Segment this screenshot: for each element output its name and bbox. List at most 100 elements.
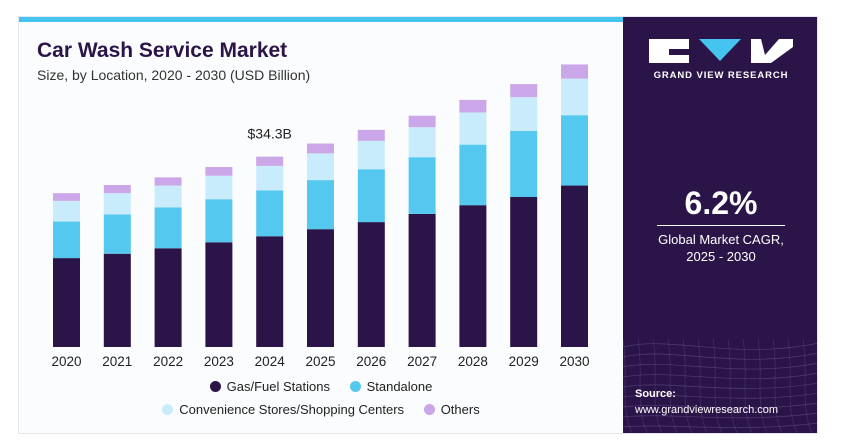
x-tick-label-2025: 2025 <box>305 354 335 369</box>
cagr-divider <box>657 225 785 226</box>
bar-segment-standalone-2023 <box>205 199 233 243</box>
bar-segment-standalone-2027 <box>408 157 436 214</box>
bar-segment-standalone-2020 <box>53 221 80 259</box>
value-annotation-2024: $34.3B <box>248 126 292 142</box>
accent-bar <box>19 17 623 22</box>
grid-line <box>623 362 817 370</box>
bar-segment-others-2028 <box>459 99 487 113</box>
bar-segment-others-2021 <box>103 185 131 194</box>
grid-line <box>623 402 817 409</box>
bar-segment-gas-fuel-stations-2025 <box>307 229 334 347</box>
bar-segment-gas-fuel-stations-2026 <box>357 222 385 347</box>
grid-line <box>757 338 768 433</box>
x-tick-label-2024: 2024 <box>255 354 286 369</box>
bar-segment-standalone-2025 <box>307 180 334 230</box>
chart-subtitle: Size, by Location, 2020 - 2030 (USD Bill… <box>37 67 311 83</box>
legend-label-standalone: Standalone <box>366 379 433 394</box>
bar-segment-standalone-2021 <box>103 214 131 254</box>
x-tick-label-2023: 2023 <box>204 354 234 369</box>
grid-line <box>623 412 817 419</box>
grid-line <box>742 338 753 433</box>
bar-segment-gas-fuel-stations-2020 <box>53 258 80 347</box>
bar-segment-convenience-stores-shopping-centers-2027 <box>408 127 436 158</box>
x-tick-label-2021: 2021 <box>102 354 132 369</box>
legend-item-others: Others <box>423 402 480 417</box>
source-url[interactable]: www.grandviewresearch.com <box>635 404 779 416</box>
bar-segment-standalone-2030 <box>561 115 588 186</box>
bar-segment-convenience-stores-shopping-centers-2021 <box>103 193 131 215</box>
grand-view-research-logo-icon <box>649 39 793 63</box>
bar-segment-convenience-stores-shopping-centers-2028 <box>459 112 487 145</box>
bar-segment-others-2023 <box>205 167 233 176</box>
bar-segment-standalone-2029 <box>510 131 538 197</box>
bar-segment-others-2030 <box>561 64 588 79</box>
grid-line <box>623 338 633 433</box>
bar-segment-others-2020 <box>53 193 80 201</box>
legend-swatch-others <box>423 404 435 415</box>
x-tick-label-2028: 2028 <box>458 354 488 369</box>
insight-panel: GRAND VIEW RESEARCH 6.2% Global Market C… <box>623 17 817 433</box>
legend-item-standalone: Standalone <box>349 379 433 394</box>
legend-label-gas-fuel-stations: Gas/Fuel Stations <box>226 379 330 394</box>
legend-swatch-gas-fuel-stations <box>209 381 221 392</box>
grid-line <box>623 352 817 360</box>
bar-segment-gas-fuel-stations-2027 <box>408 213 436 347</box>
grid-line <box>623 392 817 399</box>
legend-swatch-convenience-stores <box>162 404 174 415</box>
cagr-value: 6.2% <box>684 185 758 221</box>
cagr-label: Global Market CAGR, 2025 - 2030 <box>643 231 799 265</box>
legend-label-convenience-stores: Convenience Stores/Shopping Centers <box>179 402 405 417</box>
x-tick-label-2022: 2022 <box>153 354 183 369</box>
grid-line <box>637 338 648 433</box>
bar-segment-standalone-2022 <box>154 207 182 249</box>
stacked-bar-chart: 2020 2021 2022 2023 2024 2025 2026 2027 2028 2029… <box>51 64 590 369</box>
bar-segment-convenience-stores-shopping-centers-2030 <box>561 78 588 116</box>
bar-segment-gas-fuel-stations-2028 <box>459 205 487 347</box>
grid-line <box>772 338 783 433</box>
chart-card: Car Wash Service Market Size, by Locatio… <box>18 16 818 434</box>
legend-swatch-standalone <box>349 381 361 392</box>
x-tick-label-2029: 2029 <box>509 354 539 369</box>
grid-line <box>623 382 817 389</box>
bar-segment-convenience-stores-shopping-centers-2020 <box>53 200 80 222</box>
bar-segment-convenience-stores-shopping-centers-2029 <box>510 97 538 131</box>
bar-segment-standalone-2024 <box>256 190 284 237</box>
bar-segment-gas-fuel-stations-2023 <box>205 242 233 347</box>
x-tick-label-2030: 2030 <box>559 354 589 369</box>
cagr-label-line-1: Global Market CAGR, <box>658 232 784 247</box>
bar-segment-convenience-stores-shopping-centers-2022 <box>154 185 182 208</box>
bar-segment-convenience-stores-shopping-centers-2023 <box>205 175 233 200</box>
bar-segment-others-2027 <box>408 115 436 128</box>
legend-row-1: Gas/Fuel Stations Standalone <box>19 379 623 394</box>
bar-segment-others-2029 <box>510 84 538 98</box>
source-label: Source: <box>635 388 676 400</box>
grid-line <box>727 338 738 433</box>
bar-segment-gas-fuel-stations-2022 <box>154 248 182 347</box>
grid-line <box>652 338 663 433</box>
x-tick-label-2026: 2026 <box>356 354 386 369</box>
grid-line <box>667 338 678 433</box>
bar-segment-standalone-2028 <box>459 144 487 206</box>
wave-grid-decoration <box>623 338 817 433</box>
bar-segment-gas-fuel-stations-2029 <box>510 197 538 347</box>
legend-item-gas-fuel-stations: Gas/Fuel Stations <box>209 379 330 394</box>
legend-label-others: Others <box>440 402 480 417</box>
bar-segment-convenience-stores-shopping-centers-2026 <box>357 140 385 170</box>
legend-item-convenience-stores: Convenience Stores/Shopping Centers <box>162 402 404 417</box>
bar-segment-standalone-2026 <box>357 169 385 223</box>
bar-segment-others-2026 <box>357 129 385 141</box>
x-tick-label-2020: 2020 <box>51 354 81 369</box>
bar-segment-others-2022 <box>154 177 182 186</box>
x-tick-label-2027: 2027 <box>407 354 437 369</box>
legend-row-2: Convenience Stores/Shopping Centers Othe… <box>19 402 623 417</box>
grid-line <box>623 343 817 350</box>
grid-line <box>623 372 817 380</box>
chart-title: Car Wash Service Market <box>37 39 288 62</box>
grid-line <box>697 338 708 433</box>
bar-segment-convenience-stores-shopping-centers-2025 <box>307 153 334 181</box>
grid-line <box>682 338 693 433</box>
grid-line <box>623 422 817 428</box>
grid-line <box>787 338 798 433</box>
bar-segment-convenience-stores-shopping-centers-2024 <box>256 165 284 191</box>
bar-segment-gas-fuel-stations-2024 <box>256 236 284 347</box>
